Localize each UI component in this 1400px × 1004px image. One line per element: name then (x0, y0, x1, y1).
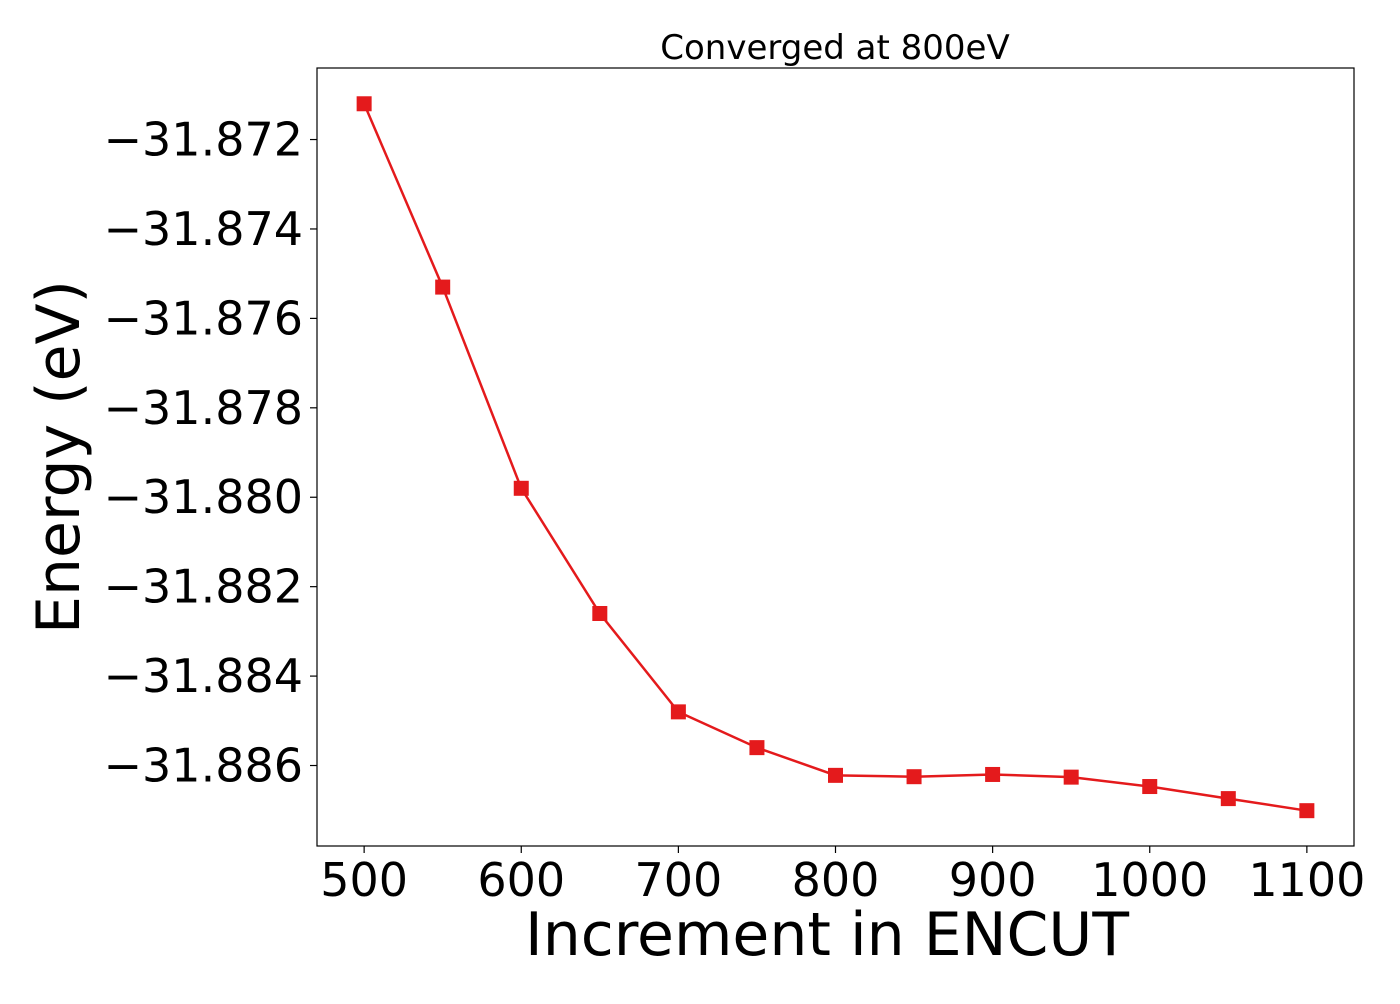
data-point-marker (592, 605, 608, 621)
series-layer (356, 96, 1315, 819)
data-point-marker (828, 767, 843, 783)
data-point-marker (356, 96, 372, 112)
y-tick-label: −31.884 (104, 649, 304, 703)
data-point-marker (985, 766, 1001, 782)
x-tick-label: 900 (949, 853, 1037, 907)
x-axis-label: Increment in ENCUT (525, 900, 1129, 970)
plot-area-frame (316, 67, 1355, 847)
y-tick-label: −31.886 (104, 739, 304, 793)
data-point-marker (1220, 791, 1236, 807)
data-point-marker (435, 279, 451, 295)
y-tick-label: −31.876 (104, 291, 304, 345)
x-tick-label: 700 (634, 853, 722, 907)
x-tick-label: 500 (320, 853, 408, 907)
series-line (362, 103, 1308, 812)
y-tick-label: −31.880 (104, 470, 304, 524)
data-point-marker (1299, 803, 1315, 819)
x-axis-ticks: 500 600 700 800 900 1000 1100 (320, 846, 1365, 907)
data-point-marker (906, 769, 922, 785)
y-tick-label: −31.872 (104, 113, 304, 167)
x-tick-label: 1100 (1248, 853, 1365, 907)
data-point-marker (513, 480, 529, 496)
data-point-marker (1063, 769, 1079, 785)
data-point-marker (1142, 779, 1158, 795)
x-tick-label: 600 (477, 853, 565, 907)
x-tick-label: 1000 (1091, 853, 1208, 907)
y-tick-label: −31.874 (104, 202, 304, 256)
data-point-marker (670, 704, 686, 720)
y-axis-ticks: −31.872 −31.874 −31.876 −31.878 −31.880 −31.8… (104, 113, 317, 793)
chart-title: Converged at 800eV (660, 28, 1009, 68)
x-tick-label: 800 (792, 853, 880, 907)
y-axis-label: Energy (eV) (24, 280, 94, 634)
y-tick-label: −31.878 (104, 381, 304, 435)
data-point-marker (749, 740, 765, 756)
y-tick-label: −31.882 (104, 560, 304, 614)
